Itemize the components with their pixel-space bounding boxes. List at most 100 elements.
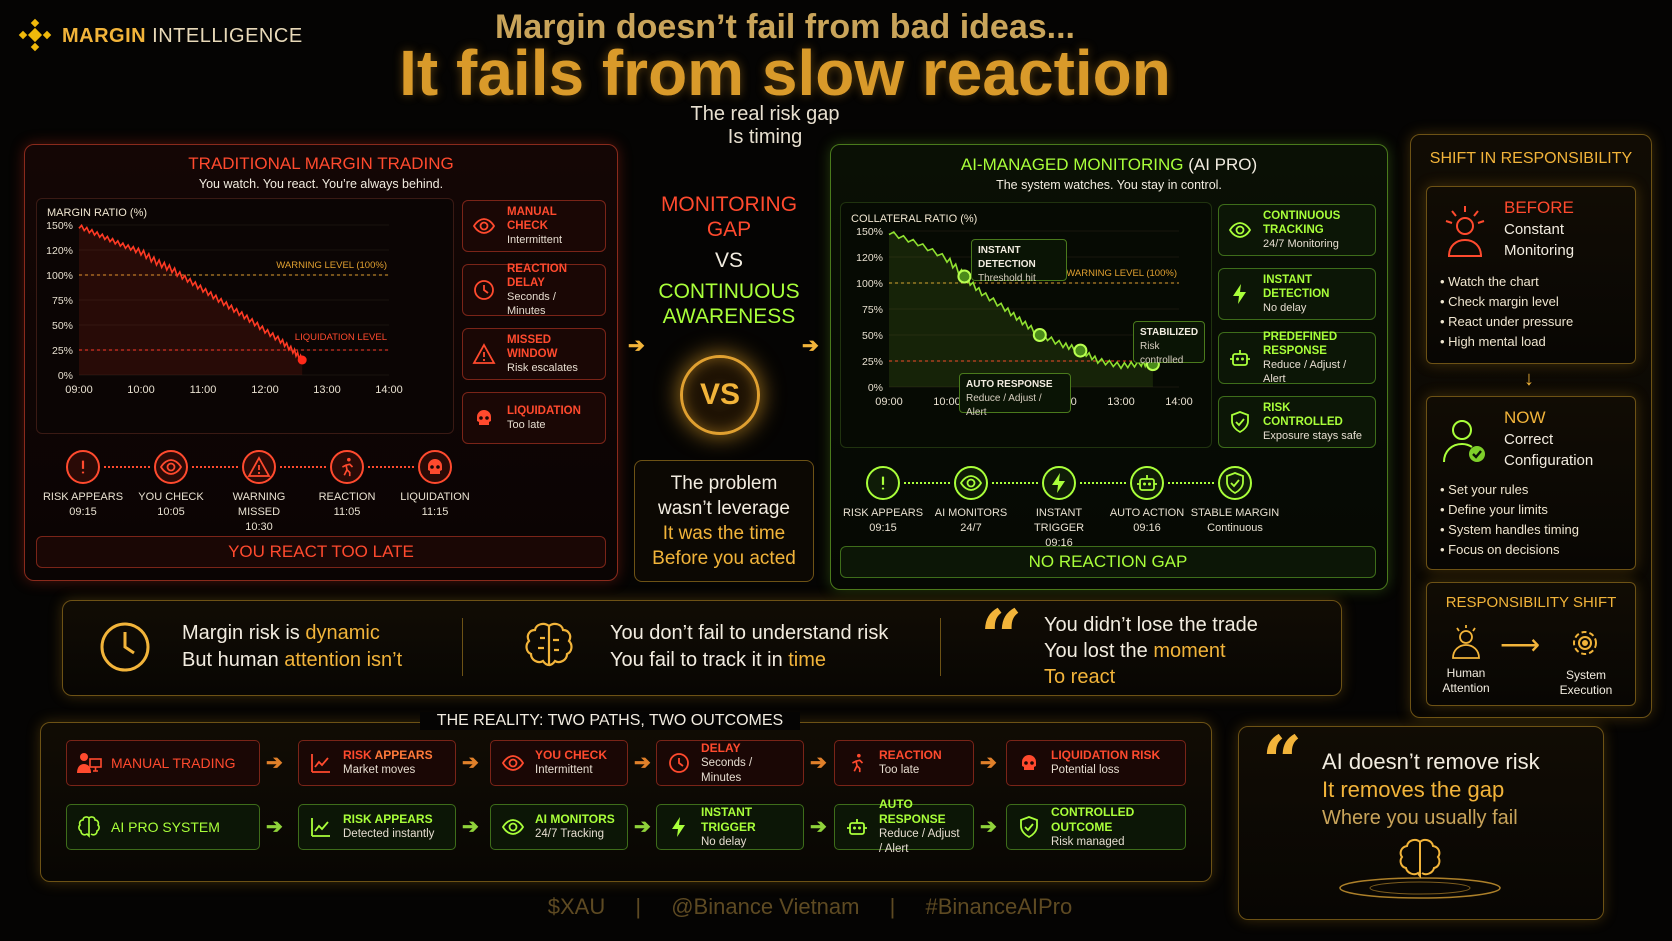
x-tick-label: 13:00 xyxy=(313,384,341,396)
headline-2: It fails from slow reaction xyxy=(399,37,1171,109)
manual-step-sub: Too late xyxy=(879,764,920,776)
dotted-arrow xyxy=(192,466,238,468)
ai-step-sub: Detected instantly xyxy=(343,828,435,840)
now-item: Define your limits xyxy=(1440,500,1579,520)
traditional-title: TRADITIONAL MARGIN TRADING xyxy=(188,154,454,173)
system-label-2: Execution xyxy=(1559,683,1613,697)
traditional-step-time: 10:05 xyxy=(157,506,185,518)
x-tick-label: 10:00 xyxy=(933,396,961,408)
robot-icon xyxy=(1227,345,1253,371)
robot-icon xyxy=(1130,466,1164,500)
ai-step-time: Continuous xyxy=(1207,522,1263,534)
insight-1-highlight-a: dynamic xyxy=(305,622,380,644)
insight-3-highlight: moment xyxy=(1153,640,1226,662)
ai-status-card: PREDEFINED RESPONSE Reduce / Adjust / Ale… xyxy=(1218,331,1376,385)
arrow-right-long-icon: ⟶ xyxy=(1500,629,1541,660)
liquidation-point xyxy=(297,355,307,365)
y-tick-label: 75% xyxy=(862,304,883,316)
ai-title-suffix: (AI PRO) xyxy=(1188,155,1258,174)
arrow-right-icon: ➔ xyxy=(634,816,651,838)
headline-sub-2: Is timing xyxy=(727,126,803,148)
traditional-status-title: MISSED WINDOW xyxy=(507,334,558,360)
x-tick-label: 09:00 xyxy=(875,396,903,408)
ai-footer: NO REACTION GAP xyxy=(840,546,1376,578)
ai-path-step: RISK APPEARS Detected instantly xyxy=(298,804,456,850)
before-line-1: Constant xyxy=(1504,221,1565,238)
dotted-arrow xyxy=(280,466,326,468)
insight-1-text-a: Margin risk is xyxy=(182,622,306,644)
now-line-2: Configuration xyxy=(1504,452,1594,469)
insight-1-text-b: But human xyxy=(182,649,285,671)
insight-2: You don’t fail to understand risk You fa… xyxy=(610,620,888,674)
before-label: BEFORE xyxy=(1504,198,1574,217)
traditional-status-sub: Intermittent xyxy=(507,234,563,246)
headline-sub-1: The real risk gap xyxy=(690,103,840,125)
system-label: System Execution xyxy=(1550,668,1622,698)
traditional-timeline-step: REACTION 11:05 xyxy=(302,450,392,520)
callout-auto-sub: Reduce / Adjust / Alert xyxy=(966,393,1042,418)
traditional-status-card: MANUAL CHECK Intermittent xyxy=(462,200,606,252)
eye-icon xyxy=(954,466,988,500)
callout-stabilized: STABILIZED Risk controlled xyxy=(1133,321,1205,366)
ai-status-title: PREDEFINED RESPONSE xyxy=(1263,331,1338,357)
traditional-status-title: MANUAL CHECK xyxy=(507,206,557,232)
brain-icon xyxy=(75,813,103,841)
skull-icon xyxy=(471,405,497,431)
vs-badge-text: VS xyxy=(699,378,741,411)
arrow-right-icon: ➔ xyxy=(266,752,283,774)
trader-icon xyxy=(75,749,103,777)
ai-timeline-step: RISK APPEARS 09:15 xyxy=(838,466,928,536)
before-item: React under pressure xyxy=(1440,312,1573,332)
ai-pro-label: AI PRO SYSTEM xyxy=(66,804,260,850)
ai-step-title: RISK APPEARS xyxy=(343,812,433,826)
callout-detect-sub: Threshold hit xyxy=(978,273,1036,284)
footer-tags: $XAU | @Binance Vietnam | #BinanceAIPro xyxy=(420,894,1200,920)
clock-icon xyxy=(665,749,693,777)
traditional-step-label: WARNING MISSED xyxy=(232,491,286,518)
y-tick-label: 150% xyxy=(46,220,73,232)
insight-2-highlight: time xyxy=(788,649,827,671)
ai-path-step: INSTANT TRIGGER No delay xyxy=(656,804,804,850)
manual-path-step: DELAY Seconds / Minutes xyxy=(656,740,804,786)
lightning-icon xyxy=(1042,466,1076,500)
vs-text: VS xyxy=(714,249,743,272)
callout-auto-title: AUTO RESPONSE xyxy=(966,379,1053,390)
clock-icon xyxy=(98,620,152,679)
exclaim-icon xyxy=(66,450,100,484)
ai-timeline-step: AI MONITORS 24/7 xyxy=(926,466,1016,536)
quote-line-1: AI doesn’t remove risk xyxy=(1322,749,1540,774)
y-tick-label: 0% xyxy=(868,382,883,394)
ai-step-time: 09:16 xyxy=(1133,522,1161,534)
manual-trading-text: MANUAL TRADING xyxy=(111,755,236,771)
traditional-step-time: 11:05 xyxy=(333,506,361,518)
traditional-status-sub: Risk escalates xyxy=(507,362,578,374)
y-tick-label: 25% xyxy=(862,356,883,368)
traditional-timeline-step: WARNING MISSED 10:30 xyxy=(214,450,304,535)
ai-timeline-step: AUTO ACTION 09:16 xyxy=(1102,466,1192,536)
eye-icon xyxy=(154,450,188,484)
ai-step-label: STABLE MARGIN xyxy=(1190,507,1280,519)
callout-auto-response: AUTO RESPONSE Reduce / Adjust / Alert xyxy=(959,373,1071,418)
y-tick-label: 120% xyxy=(46,245,73,257)
warning-label: WARNING LEVEL (100%) xyxy=(276,260,387,271)
manual-step-sub: Seconds / Minutes xyxy=(701,756,753,784)
awareness-line-1: CONTINUOUS xyxy=(658,280,800,303)
traditional-timeline-step: LIQUIDATION 11:15 xyxy=(390,450,480,520)
divider xyxy=(462,618,463,676)
callout-detect-title: INSTANT DETECTION xyxy=(978,245,1036,270)
traditional-footer: YOU REACT TOO LATE xyxy=(36,536,606,568)
ai-step-sub: No delay xyxy=(701,835,747,848)
before-item: High mental load xyxy=(1440,332,1573,352)
human-label-1: Human xyxy=(1446,666,1486,680)
traditional-step-label: YOU CHECK xyxy=(138,491,204,503)
ai-status-card: RISK CONTROLLED Exposure stays safe xyxy=(1218,396,1376,448)
ai-status-sub: No delay xyxy=(1263,302,1307,314)
insight-2-line-1: You don’t fail to understand risk xyxy=(610,622,889,644)
traditional-step-time: 09:15 xyxy=(69,506,97,518)
x-tick-label: 09:00 xyxy=(65,384,93,396)
y-tick-label: 50% xyxy=(862,330,883,342)
arrow-right-icon: ➔ xyxy=(802,335,819,357)
ai-chart-label: COLLATERAL RATIO (%) xyxy=(851,213,978,225)
manual-step-title: DELAY xyxy=(701,740,741,755)
manual-step-sub: Market moves xyxy=(343,764,416,776)
